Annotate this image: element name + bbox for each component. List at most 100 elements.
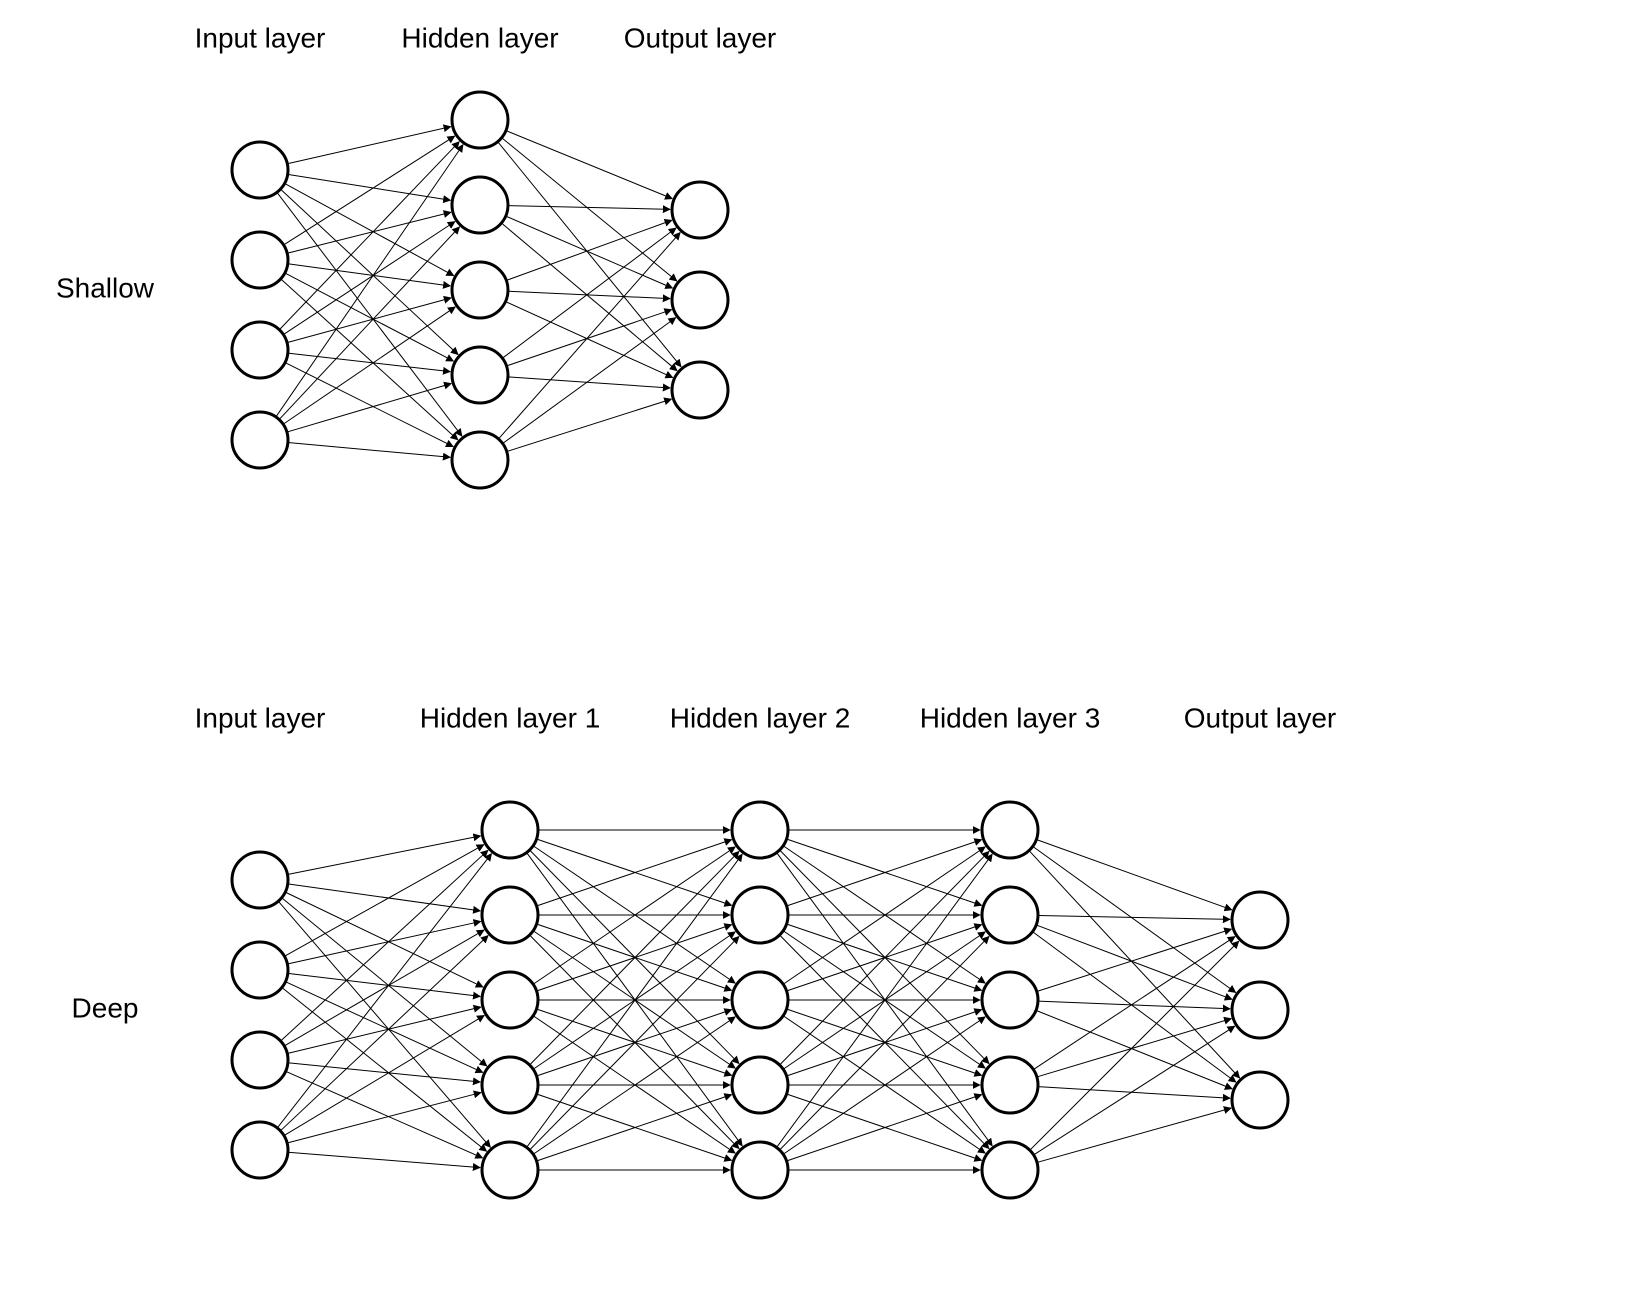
edge	[287, 1007, 481, 1053]
edge	[787, 1095, 982, 1161]
network-title-shallow: Shallow	[56, 272, 155, 303]
neuron-node	[672, 362, 728, 418]
edge	[533, 847, 735, 984]
layer-label: Hidden layer	[401, 22, 558, 53]
edge	[277, 854, 491, 1128]
edge	[286, 1071, 483, 1158]
edge	[1033, 846, 1236, 992]
network-shallow: Input layerHidden layerOutput layerShall…	[56, 22, 776, 488]
edge	[1030, 941, 1239, 1150]
edge	[537, 840, 732, 906]
edge	[537, 924, 732, 990]
neuron-node	[982, 802, 1038, 858]
neuron-node	[1232, 1072, 1288, 1128]
edge	[288, 443, 450, 458]
edge	[783, 931, 985, 1068]
edge	[507, 310, 672, 366]
edge	[287, 921, 480, 964]
edge	[279, 142, 459, 330]
edge	[533, 1016, 735, 1153]
edge	[1029, 851, 1240, 1078]
edge	[502, 228, 676, 358]
edge	[285, 982, 482, 1073]
edge	[787, 1009, 982, 1075]
neuron-node	[482, 1057, 538, 1113]
edge	[283, 222, 455, 335]
edge	[288, 174, 451, 200]
edge	[783, 846, 985, 983]
edge	[278, 901, 490, 1147]
edge	[284, 930, 484, 1046]
edge	[288, 1152, 480, 1167]
edge	[285, 363, 453, 447]
neuron-node	[1232, 982, 1288, 1038]
neuron-node	[232, 1122, 288, 1178]
edge	[783, 1016, 985, 1153]
edge	[284, 136, 455, 245]
neuron-node	[232, 322, 288, 378]
edge	[508, 377, 670, 388]
network-title-deep: Deep	[72, 992, 139, 1023]
neuron-node	[1232, 892, 1288, 948]
neuron-node	[732, 1142, 788, 1198]
neuron-node	[732, 887, 788, 943]
edge	[533, 931, 735, 1068]
edge	[530, 851, 739, 1065]
edge	[277, 192, 462, 436]
edge	[1036, 925, 1232, 999]
edge	[276, 145, 463, 417]
edge	[537, 839, 732, 905]
neuron-node	[452, 177, 508, 233]
edge	[507, 399, 672, 451]
nodes-shallow	[232, 92, 728, 488]
neuron-node	[982, 1142, 1038, 1198]
edge	[508, 291, 670, 298]
edge	[506, 216, 673, 288]
neuron-node	[232, 1032, 288, 1088]
neuron-node	[672, 182, 728, 238]
edge	[287, 298, 451, 343]
neuron-node	[232, 142, 288, 198]
neuron-node	[452, 92, 508, 148]
edge	[1038, 1087, 1230, 1099]
edge	[783, 847, 985, 984]
edge	[288, 973, 480, 996]
edge	[283, 307, 455, 424]
edge	[287, 127, 450, 164]
neuron-node	[672, 272, 728, 328]
neuron-node	[732, 802, 788, 858]
neuron-node	[232, 942, 288, 998]
edge	[787, 839, 982, 905]
layer-label: Hidden layer 1	[420, 702, 601, 733]
edge	[530, 936, 739, 1150]
edge	[287, 1093, 481, 1143]
layer-label: Input layer	[195, 702, 326, 733]
neuron-node	[982, 972, 1038, 1028]
edge	[533, 846, 735, 983]
edge	[533, 1017, 735, 1154]
edge	[1036, 839, 1231, 909]
edge	[787, 840, 982, 906]
neuron-node	[982, 1057, 1038, 1113]
neuron-node	[232, 852, 288, 908]
edge	[506, 131, 672, 199]
neural-network-diagram: Input layer Hidden layer Output layer Shall…	[0, 0, 1638, 1302]
layer-label: Hidden layer 2	[670, 702, 851, 733]
neuron-node	[232, 412, 288, 468]
neuron-node	[452, 262, 508, 318]
edge	[780, 851, 989, 1065]
neuron-node	[452, 347, 508, 403]
neuron-node	[482, 887, 538, 943]
edge	[280, 189, 458, 354]
edge	[288, 264, 451, 286]
edge	[288, 353, 450, 371]
edge	[1033, 932, 1236, 1082]
edge	[1037, 1108, 1231, 1162]
edge	[288, 1063, 480, 1082]
edge	[780, 936, 989, 1150]
edge	[279, 227, 459, 420]
edge	[1038, 1001, 1230, 1009]
edge	[501, 223, 677, 371]
layer-label: Output layer	[1184, 702, 1337, 733]
edge	[498, 233, 680, 439]
